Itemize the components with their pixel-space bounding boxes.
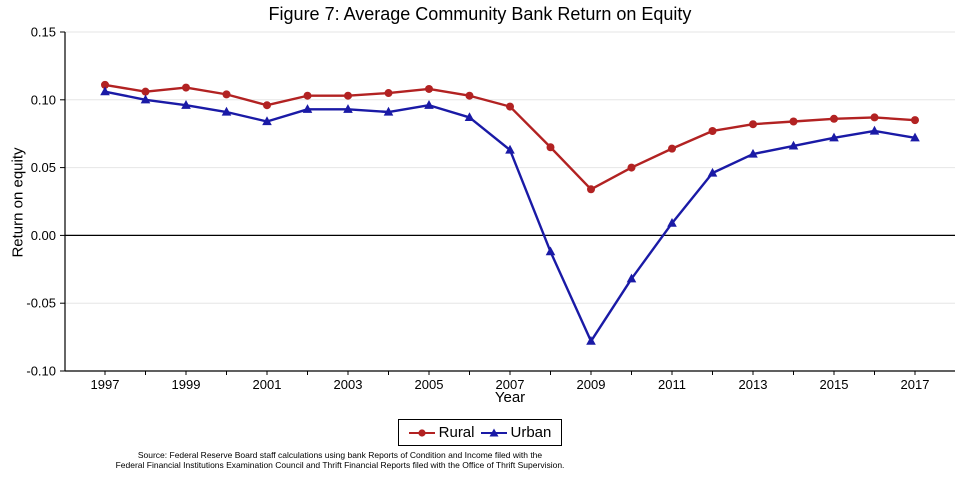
y-tick-label: -0.10 <box>26 364 56 379</box>
y-axis-title: Return on equity <box>9 147 27 258</box>
urban-point <box>424 100 434 109</box>
rural-point <box>627 163 636 172</box>
rural-point <box>101 80 109 89</box>
urban-point <box>302 104 313 113</box>
x-tick-label: 2017 <box>901 377 930 392</box>
y-tick-label: -0.05 <box>26 296 56 311</box>
urban-point <box>505 144 515 154</box>
y-tick-label: 0.00 <box>31 228 56 243</box>
urban-point <box>221 106 232 116</box>
rural-point <box>749 120 757 129</box>
x-tick-label: 2009 <box>577 377 606 392</box>
rural-point <box>587 185 595 194</box>
rural-point <box>263 101 271 110</box>
source-line-1: Source: Federal Reserve Board staff calc… <box>137 450 543 460</box>
rural-point <box>870 113 879 122</box>
urban-point <box>788 140 799 150</box>
urban-point <box>748 148 758 158</box>
x-tick-label: 2011 <box>658 377 686 392</box>
rural-point <box>911 116 919 125</box>
rural-point <box>425 84 433 93</box>
rural-point <box>384 89 393 98</box>
rural-point <box>668 144 676 153</box>
x-tick-label: 2005 <box>415 377 444 392</box>
chart-title: Figure 7: Average Community Bank Return … <box>268 4 692 24</box>
legend-label-rural: Rural <box>438 424 475 441</box>
x-tick-label: 2013 <box>739 377 768 392</box>
urban-point <box>464 112 475 122</box>
source-line-2: Federal Financial Institutions Examinati… <box>115 460 565 470</box>
rural-point <box>789 117 798 126</box>
source-note: Source: Federal Reserve Board staff calc… <box>55 450 625 470</box>
rural-point <box>708 126 717 135</box>
x-tick-label: 2007 <box>496 377 525 392</box>
y-tick-label: 0.05 <box>31 160 56 175</box>
urban-marker-icon <box>480 428 507 436</box>
urban-point <box>100 86 110 96</box>
urban-point <box>667 217 677 227</box>
rural-point <box>222 90 231 99</box>
urban-point <box>707 167 718 177</box>
urban-point <box>869 125 880 135</box>
rural-point <box>182 83 190 92</box>
x-axis-title: Year <box>494 389 526 406</box>
urban-point <box>910 132 920 142</box>
legend-label-urban: Urban <box>510 424 552 441</box>
urban-point <box>343 104 353 113</box>
urban-point <box>626 273 637 283</box>
urban-line <box>103 90 917 343</box>
rural-point <box>830 114 838 123</box>
legend: Rural Urban <box>0 419 960 446</box>
rural-point <box>546 143 555 152</box>
rural-point <box>303 91 312 100</box>
urban-point <box>545 246 556 256</box>
rural-point <box>506 102 514 111</box>
rural-point <box>465 91 474 100</box>
urban-point <box>140 94 151 104</box>
x-tick-label: 2003 <box>334 377 363 392</box>
urban-point <box>586 335 596 345</box>
urban-point <box>829 132 839 142</box>
y-tick-label: 0.15 <box>31 25 56 40</box>
rural-point <box>141 87 150 96</box>
rural-marker-icon <box>408 428 435 437</box>
urban-point <box>262 116 272 126</box>
x-tick-label: 2015 <box>820 377 849 392</box>
legend-item-urban: Urban <box>480 424 552 441</box>
legend-box: Rural Urban <box>397 419 563 446</box>
x-tick-label: 1999 <box>172 377 201 392</box>
urban-point <box>181 100 191 109</box>
x-tick-label: 1997 <box>91 377 120 392</box>
legend-item-rural: Rural <box>408 424 475 441</box>
urban-point <box>383 106 394 116</box>
rural-line <box>103 83 917 191</box>
y-tick-label: 0.10 <box>31 92 56 107</box>
rural-point <box>344 91 352 100</box>
x-tick-label: 2001 <box>253 377 282 392</box>
